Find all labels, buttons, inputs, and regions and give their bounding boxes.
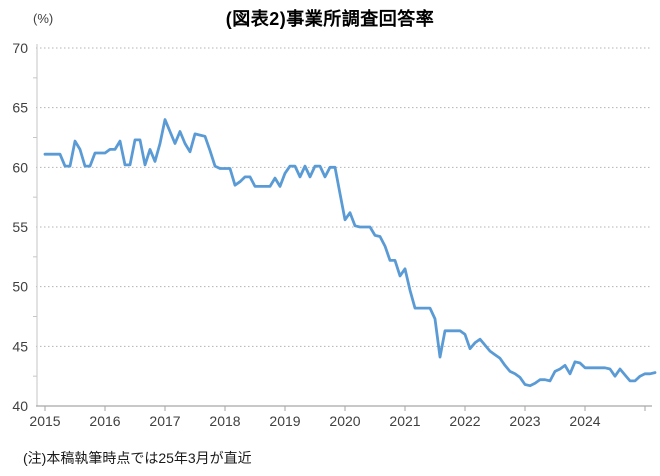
footnote: (注)本稿執筆時点では25年3月が直近 (23, 450, 252, 466)
chart-title: (図表2)事業所調査回答率 (225, 9, 435, 29)
y-tick-label: 45 (12, 338, 28, 354)
x-tick-label: 2017 (149, 413, 180, 429)
response-rate-line (43, 118, 657, 388)
x-tick-label: 2018 (209, 413, 240, 429)
y-tick-label: 40 (12, 398, 28, 414)
x-tick-label: 2021 (389, 413, 420, 429)
x-tick-label: 2015 (29, 413, 60, 429)
x-tick-label: 2020 (329, 413, 360, 429)
y-tick-label: 50 (12, 279, 28, 295)
y-tick-label: 70 (12, 40, 28, 56)
y-tick-label: 60 (12, 159, 28, 175)
x-tick-label: 2023 (509, 413, 540, 429)
x-tick-label: 2022 (449, 413, 480, 429)
y-tick-label: 55 (12, 219, 28, 235)
x-tick-label: 2024 (569, 413, 600, 429)
x-tick-label: 2016 (89, 413, 120, 429)
y-tick-label: 65 (12, 100, 28, 116)
x-tick-label: 2019 (269, 413, 300, 429)
y-axis-unit-label: (%) (33, 11, 54, 26)
